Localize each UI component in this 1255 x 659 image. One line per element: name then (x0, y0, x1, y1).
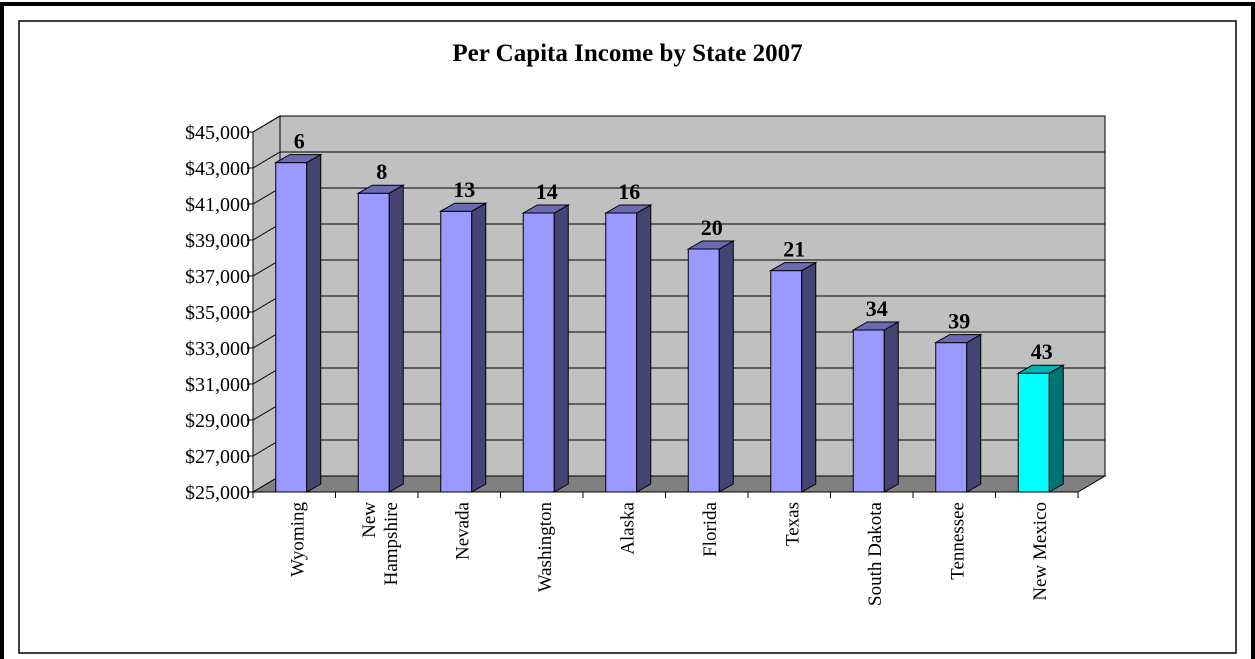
x-tick-label: New Mexico (1030, 502, 1051, 601)
gridline (252, 115, 1105, 133)
bar-side (471, 202, 487, 493)
data-label: 34 (866, 296, 888, 321)
x-tick-label: Alaska (617, 501, 638, 554)
y-tick-label: $29,000 (185, 410, 250, 432)
y-tick-label: $41,000 (185, 194, 250, 216)
x-tick-label: Hampshire (381, 502, 402, 585)
data-label: 39 (948, 309, 970, 334)
bar-top (356, 184, 406, 194)
x-tick-label: New (359, 502, 380, 538)
bar (522, 212, 555, 493)
bar-top (768, 262, 818, 272)
gridline (252, 151, 1105, 169)
y-tick-label: $39,000 (185, 230, 250, 252)
bar (275, 162, 308, 493)
x-tick-label: Washington (535, 502, 556, 593)
bar (935, 342, 968, 493)
bar (770, 270, 803, 493)
bar-top (851, 321, 901, 331)
y-tick-label: $31,000 (185, 374, 250, 396)
bar-side (388, 184, 404, 493)
data-label: 16 (618, 179, 640, 204)
bar-top (933, 334, 983, 344)
bar-side (1048, 364, 1064, 493)
bar-side (718, 240, 734, 493)
y-tick-label: $35,000 (185, 302, 250, 324)
bar-top (521, 204, 571, 214)
bar-top (273, 154, 323, 164)
bar (687, 248, 720, 493)
data-label: 6 (294, 129, 305, 154)
bar-side (966, 333, 982, 493)
y-tick-label: $37,000 (185, 266, 250, 288)
bar (1017, 372, 1050, 493)
data-label: 14 (536, 179, 558, 204)
y-tick-label: $33,000 (185, 338, 250, 360)
bar (357, 192, 390, 493)
x-tick-label: Florida (700, 501, 721, 556)
bar-top (1016, 364, 1066, 374)
bar (852, 329, 885, 493)
y-tick-label: $43,000 (185, 158, 250, 180)
x-tick-label: Tennessee (947, 502, 968, 580)
bar-side (883, 321, 899, 493)
bar (440, 210, 473, 493)
bar-top (438, 202, 488, 212)
data-label: 13 (453, 177, 475, 202)
bar-top (603, 204, 653, 214)
y-tick-label: $45,000 (185, 122, 250, 144)
x-tick-label: Texas (782, 502, 803, 546)
bar-side (636, 204, 652, 493)
x-tick-label: Wyoming (287, 502, 308, 577)
x-tick-label: Nevada (452, 501, 473, 560)
y-tick-label: $27,000 (185, 446, 250, 468)
bar-side (306, 153, 322, 493)
data-label: 8 (376, 159, 387, 184)
bar-top (686, 240, 736, 250)
data-label: 20 (701, 215, 723, 240)
chart-title: Per Capita Income by State 2007 (452, 40, 803, 67)
bar-side (553, 204, 569, 493)
data-label: 21 (783, 237, 805, 262)
bar (605, 212, 638, 493)
x-tick-label: South Dakota (865, 501, 886, 606)
data-label: 43 (1031, 339, 1053, 364)
y-tick-label: $25,000 (185, 482, 250, 504)
bar-side (801, 261, 817, 493)
plot-area: $25,000 $27,000 $29,000 $31,000 $33,000 $35,0… (185, 115, 1107, 606)
